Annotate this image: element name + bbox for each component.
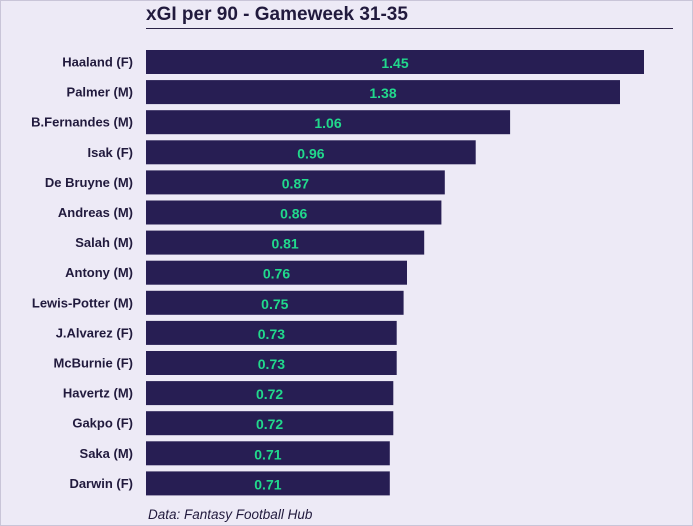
value-label: 0.73 [258,356,285,372]
bar [146,230,425,255]
category-label: Gakpo (F) [72,416,133,431]
value-label: 1.45 [381,55,408,71]
category-label: McBurnie (F) [54,356,133,371]
category-label: Havertz (M) [63,386,133,401]
bar [146,290,404,315]
value-label: 0.87 [282,175,309,191]
value-labels-group: 1.45 1.38 1.06 0.96 0.87 0.86 0.81 0.76 0.75 0.73… [254,55,409,492]
category-label: Haaland (F) [62,55,133,70]
value-label: 1.06 [314,115,341,131]
bars-group [146,50,644,496]
category-label: Isak (F) [87,145,133,160]
bar [146,140,476,165]
category-labels-group: Haaland (F) Palmer (M) B.Fernandes (M) Isak… [31,55,133,491]
value-label: 0.81 [271,236,298,252]
category-label: Antony (M) [65,265,133,280]
bar [146,50,644,74]
bar [146,471,390,496]
title-underline [146,28,673,29]
value-label: 0.71 [254,446,281,462]
value-label: 0.75 [261,296,288,312]
category-label: Darwin (F) [69,476,133,491]
category-label: Salah (M) [75,235,133,250]
value-label: 0.71 [254,476,281,492]
value-label: 0.73 [258,326,285,342]
category-label: J.Alvarez (F) [56,325,133,340]
value-label: 0.96 [297,145,324,161]
value-label: 0.86 [280,206,307,222]
category-label: Palmer (M) [67,85,133,100]
source-note: Data: Fantasy Football Hub [148,507,313,522]
bar [146,441,390,466]
bar [146,170,445,195]
bar [146,110,511,135]
category-label: Saka (M) [80,446,133,461]
value-label: 0.72 [256,386,283,402]
bar [146,411,394,436]
value-label: 0.76 [263,266,290,282]
bar [146,200,442,225]
bar [146,351,397,375]
value-label: 0.72 [256,416,283,432]
category-label: De Bruyne (M) [45,175,133,190]
category-label: B.Fernandes (M) [31,115,133,130]
value-label: 1.38 [369,85,396,101]
bar [146,320,397,345]
bar [146,260,407,285]
category-label: Andreas (M) [58,205,133,220]
category-label: Lewis-Potter (M) [32,295,133,310]
bar [146,381,394,406]
chart-title: xGI per 90 - Gameweek 31-35 [146,4,408,25]
bar [146,80,620,105]
